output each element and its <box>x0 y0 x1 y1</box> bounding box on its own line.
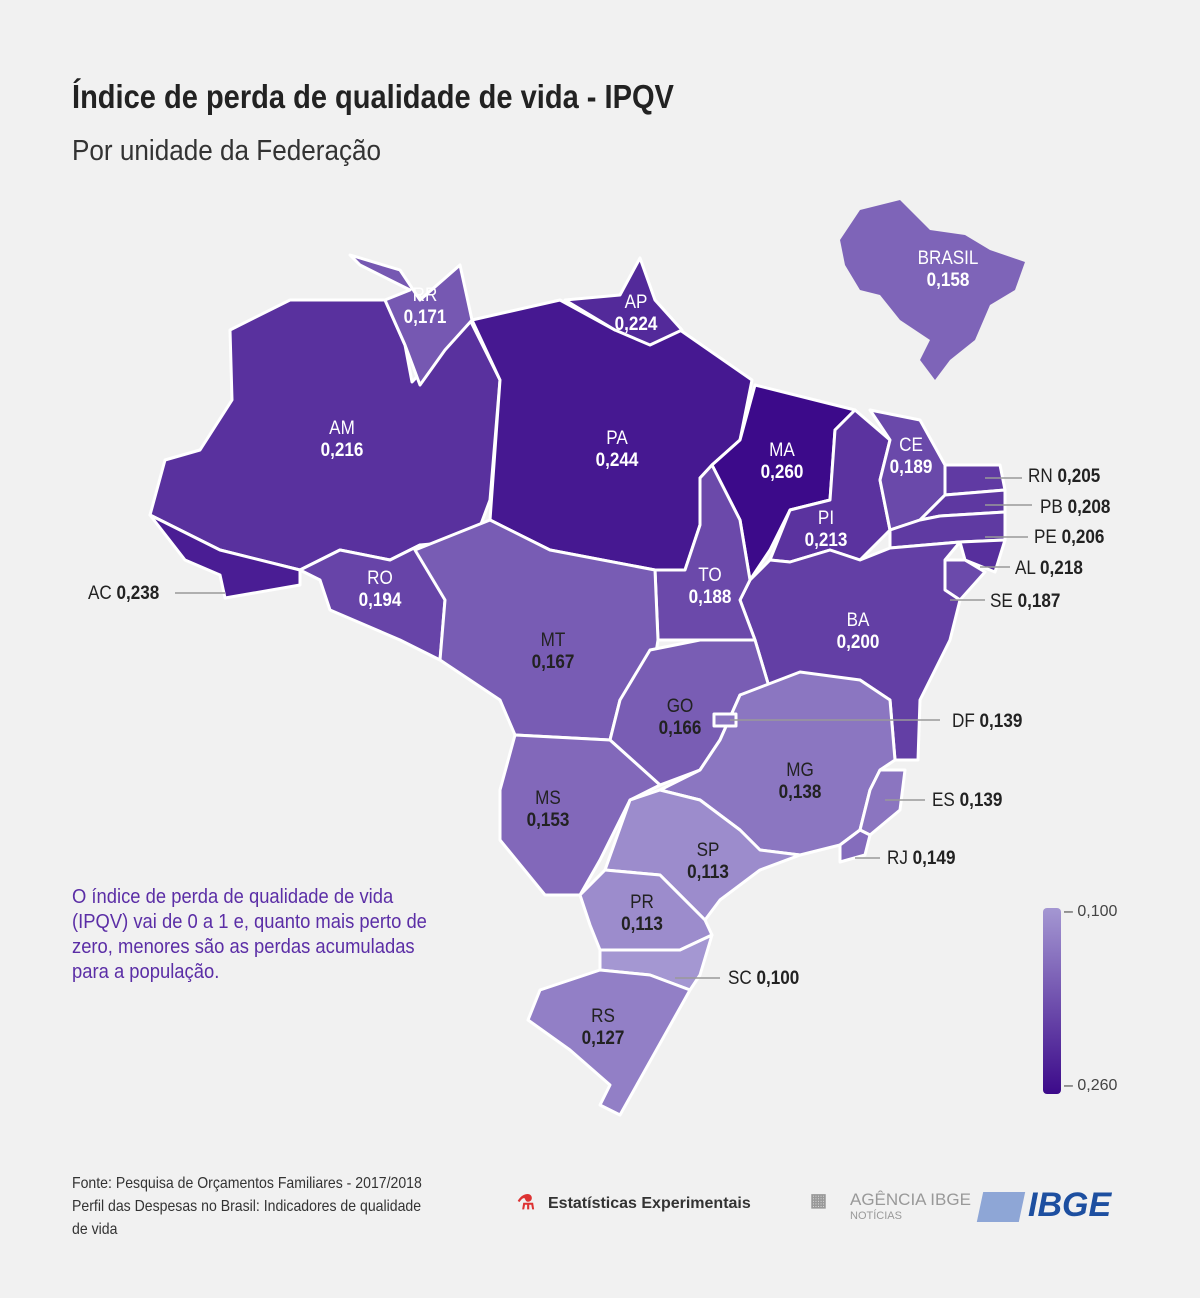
color-scale-legend <box>1043 908 1061 1094</box>
label-sc: SC 0,100 <box>728 968 800 989</box>
label-brasil: BRASIL 0,158 <box>917 248 979 291</box>
legend-min-label: – 0,100 <box>1064 903 1118 920</box>
page-title: Índice de perda de qualidade de vida - I… <box>72 78 674 115</box>
state-rj <box>838 828 872 864</box>
state-ms <box>498 733 662 897</box>
label-sp: SP 0,113 <box>687 840 729 883</box>
label-pe: PE 0,206 <box>1034 527 1105 548</box>
label-pb: PB 0,208 <box>1040 497 1111 518</box>
legend-max-label: – 0,260 <box>1064 1077 1118 1094</box>
leader-lines <box>175 477 1032 979</box>
logo-agencia-ibge: AGÊNCIA IBGE NOTÍCIAS <box>850 1190 971 1222</box>
label-se: SE 0,187 <box>990 591 1061 612</box>
label-rr: RR 0,171 <box>403 285 447 328</box>
state-rr <box>348 253 474 387</box>
brasil-inset-map <box>840 200 1025 380</box>
label-am: AM 0,216 <box>320 418 364 461</box>
label-ro: RO 0,194 <box>358 568 402 611</box>
label-pi: PI 0,213 <box>804 508 848 551</box>
state-ap <box>563 256 684 347</box>
page-subtitle: Por unidade da Federação <box>72 135 382 167</box>
label-ap: AP 0,224 <box>614 292 658 335</box>
label-rj: RJ 0,149 <box>887 848 956 869</box>
explanatory-note: O índice de perda de qualidade de vida (… <box>72 886 427 983</box>
label-rs: RS 0,127 <box>581 1006 625 1049</box>
logo-ibge: IBGE <box>1028 1186 1112 1224</box>
label-ma: MA 0,260 <box>760 440 804 483</box>
label-go: GO 0,166 <box>658 696 702 739</box>
label-ac: AC 0,238 <box>88 583 160 604</box>
label-pa: PA 0,244 <box>595 428 639 471</box>
label-rn: RN 0,205 <box>1028 466 1101 487</box>
label-pr: PR 0,113 <box>621 892 663 935</box>
label-mg: MG 0,138 <box>778 760 822 803</box>
label-al: AL 0,218 <box>1015 558 1083 579</box>
ibge-logo-mark-icon <box>976 1192 1026 1222</box>
label-df: DF 0,139 <box>952 711 1023 732</box>
agencia-ibge-icon: ▦ <box>810 1190 828 1210</box>
label-ce: CE 0,189 <box>889 435 933 478</box>
label-ba: BA 0,200 <box>836 610 880 653</box>
state-df <box>712 712 738 728</box>
label-ms: MS 0,153 <box>526 788 570 831</box>
flask-icon: ⚗ <box>517 1192 535 1214</box>
label-es: ES 0,139 <box>932 790 1003 811</box>
label-to: TO 0,188 <box>688 565 732 608</box>
footer-source: Fonte: Pesquisa de Orçamentos Familiares… <box>72 1175 422 1238</box>
logo-estatisticas-experimentais: Estatísticas Experimentais <box>548 1195 751 1212</box>
state-al <box>958 538 1007 574</box>
label-mt: MT 0,167 <box>531 630 575 673</box>
state-ac <box>148 513 302 600</box>
state-rs <box>526 968 692 1117</box>
state-sp <box>603 788 802 922</box>
